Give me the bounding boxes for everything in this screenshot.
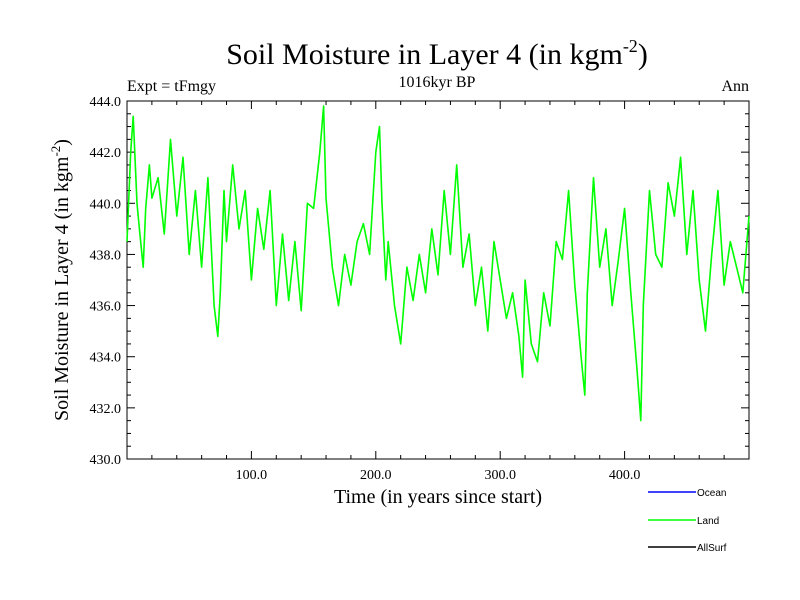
x-tick-label: 100.0 <box>236 468 268 483</box>
legend-label-allsurf: AllSurf <box>697 543 727 554</box>
y-tick-label: 444.0 <box>90 95 122 110</box>
x-axis-label: Time (in years since start) <box>334 486 542 508</box>
y-tick-label: 430.0 <box>90 453 122 468</box>
legend-label-land: Land <box>697 516 719 527</box>
y-tick-label: 438.0 <box>90 248 122 263</box>
y-tick-label: 440.0 <box>90 197 122 212</box>
y-tick-label: 432.0 <box>90 402 122 417</box>
chart-canvas: Soil Moisture in Layer 4 (in kgm-2) Expt… <box>0 0 800 600</box>
y-axis-ticks: 430.0 432.0 434.0 436.0 438.0 440.0 442.0 444.0 <box>90 95 750 468</box>
chart-title: Soil Moisture in Layer 4 (in kgm-2) <box>226 36 648 71</box>
x-tick-label: 200.0 <box>360 468 392 483</box>
legend-label-ocean: Ocean <box>697 488 726 499</box>
y-tick-label: 442.0 <box>90 146 122 161</box>
x-tick-label: 300.0 <box>484 468 516 483</box>
x-tick-label: 400.0 <box>609 468 641 483</box>
y-tick-label: 436.0 <box>90 300 122 315</box>
series-line-land <box>127 106 749 421</box>
experiment-label: Expt = tFmgy <box>127 78 216 95</box>
season-label: Ann <box>721 78 749 95</box>
legend: Ocean Land AllSurf <box>648 488 727 554</box>
y-axis-label: Soil Moisture in Layer 4 (in kgm-2) <box>48 139 73 421</box>
x-axis-ticks: 100.0 200.0 300.0 400.0 <box>152 101 724 483</box>
y-tick-label: 434.0 <box>90 351 122 366</box>
period-label: 1016kyr BP <box>399 74 476 91</box>
series-group <box>127 106 749 421</box>
